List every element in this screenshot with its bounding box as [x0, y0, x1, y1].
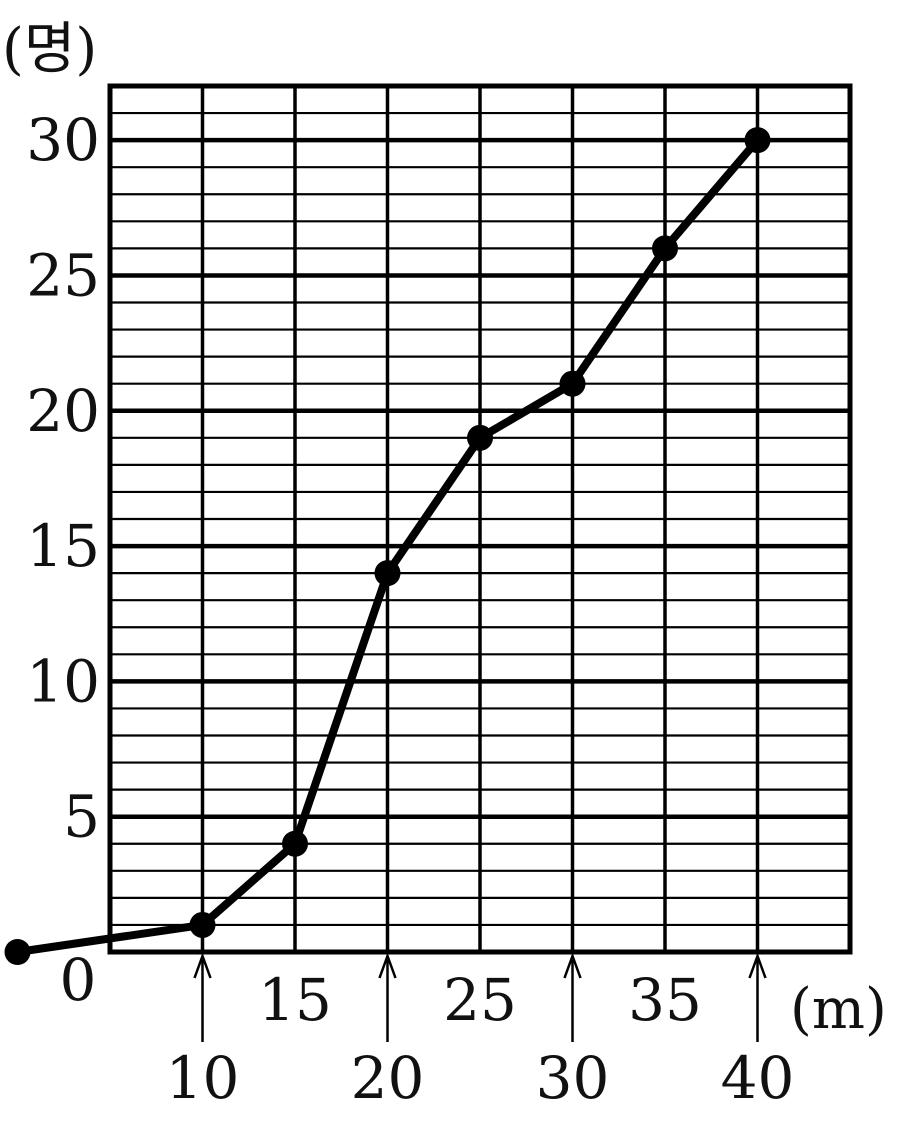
tick-arrow-head — [193, 952, 212, 979]
x-tick-label: 25 — [443, 966, 517, 1034]
x-tick-label: 20 — [351, 1044, 425, 1112]
y-tick-label: 10 — [26, 647, 100, 715]
data-point — [559, 370, 586, 397]
x-unit-label: (m) — [790, 977, 887, 1042]
plot-area — [4, 127, 771, 965]
x-tick-label: 0 — [60, 946, 97, 1014]
data-point — [189, 911, 216, 938]
x-tick-arrows — [193, 952, 767, 1042]
y-tick-label: 15 — [26, 512, 100, 580]
x-tick-label: 30 — [536, 1044, 610, 1112]
plot-frame — [107, 83, 853, 955]
x-tick-label: 15 — [258, 966, 332, 1034]
x-tick-label: 35 — [628, 966, 702, 1034]
y-tick-label: 5 — [63, 783, 100, 851]
y-tick-label: 25 — [26, 241, 100, 309]
x-tick-label: 10 — [166, 1044, 240, 1112]
y-tick-label: 30 — [26, 106, 100, 174]
grid — [107, 83, 853, 955]
data-point — [4, 939, 31, 965]
y-tick-label: 20 — [26, 377, 100, 445]
data-point — [282, 830, 308, 857]
data-point — [744, 127, 771, 154]
data-point — [374, 560, 401, 587]
tick-arrow-head — [378, 952, 397, 979]
data-point — [652, 235, 678, 262]
tick-labels: 5 10 15 20 25 30 0 10 15 20 25 30 35 40 — [26, 106, 794, 1112]
tick-arrow-head — [748, 952, 767, 979]
y-unit-label: (명) — [2, 17, 97, 82]
x-tick-label: 40 — [721, 1044, 795, 1112]
tick-arrow-head — [563, 952, 582, 979]
series-line — [13, 136, 762, 956]
data-point — [467, 424, 493, 451]
